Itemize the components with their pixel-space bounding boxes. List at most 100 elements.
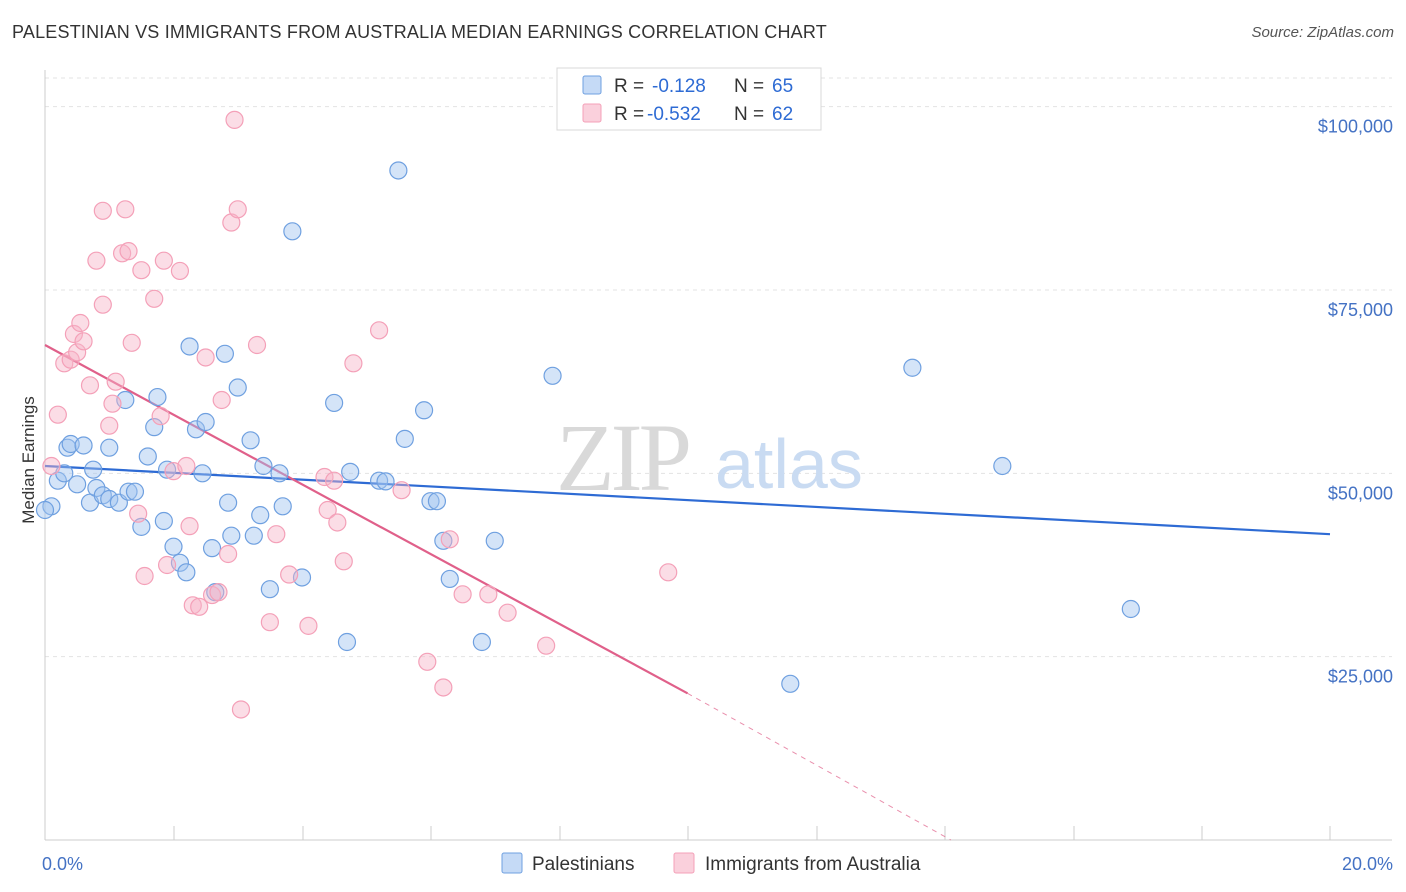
point-australia	[370, 321, 389, 340]
legend-n-label-2: N =	[734, 104, 764, 125]
point-palestinians	[35, 500, 55, 520]
point-australia	[80, 376, 100, 395]
point-palestinians	[180, 337, 199, 356]
bottom-label-palestinians: Palestinians	[532, 854, 634, 875]
correlation-legend: R = -0.128 N = 65 R = -0.532 N = 62	[556, 67, 822, 131]
point-palestinians	[283, 222, 302, 241]
gridlines	[45, 77, 1392, 658]
point-australia	[315, 467, 334, 487]
point-palestinians	[186, 420, 206, 439]
legend-n-value-palestinians: 65	[772, 76, 793, 97]
point-australia	[157, 555, 177, 575]
point-palestinians	[145, 418, 164, 437]
point-australia	[225, 110, 244, 129]
point-australia	[260, 613, 279, 632]
point-palestinians	[164, 537, 183, 556]
legend-r-label: R =	[614, 76, 644, 97]
point-australia	[190, 597, 209, 616]
bottom-swatch-australia	[673, 852, 695, 874]
point-palestinians	[485, 531, 504, 550]
point-palestinians	[157, 460, 177, 479]
point-palestinians	[215, 344, 234, 363]
point-palestinians	[472, 632, 491, 652]
point-australia	[247, 335, 267, 355]
point-palestinians	[228, 378, 247, 397]
point-australia	[119, 242, 138, 261]
point-palestinians	[68, 475, 87, 494]
point-australia	[280, 565, 299, 584]
point-australia	[537, 636, 556, 655]
point-palestinians	[376, 472, 395, 491]
point-australia	[334, 552, 353, 571]
point-australia	[64, 324, 84, 344]
point-palestinians	[202, 539, 222, 558]
point-palestinians	[1121, 599, 1140, 619]
trend-line-palestinians	[44, 464, 1331, 536]
point-australia	[180, 517, 199, 536]
bottom-swatch-palestinians	[501, 852, 523, 874]
point-australia	[170, 261, 190, 281]
legend-swatch-australia	[582, 103, 602, 123]
watermark-zip: ZIP	[556, 404, 689, 511]
point-palestinians	[100, 438, 119, 457]
point-palestinians	[87, 478, 106, 498]
point-palestinians	[84, 460, 103, 479]
point-australia	[228, 200, 247, 219]
point-australia	[344, 354, 363, 373]
point-australia	[418, 652, 437, 671]
y-tick-label: $25,000	[1328, 667, 1393, 687]
point-palestinians	[389, 161, 408, 180]
point-palestinians	[154, 511, 173, 531]
point-palestinians	[219, 493, 238, 512]
point-australia	[122, 333, 141, 352]
point-australia	[42, 456, 61, 476]
point-palestinians	[781, 674, 800, 693]
series-legend: Palestinians Immigrants from Australia	[501, 852, 921, 875]
point-australia	[440, 530, 459, 549]
point-palestinians	[74, 436, 93, 455]
point-australia	[145, 289, 164, 308]
point-australia	[392, 481, 411, 500]
point-australia	[299, 616, 318, 635]
y-tick-label: $50,000	[1328, 483, 1393, 503]
point-palestinians	[148, 387, 167, 407]
point-palestinians	[421, 492, 440, 511]
point-australia	[453, 585, 472, 604]
point-australia	[154, 251, 173, 270]
point-palestinians	[370, 471, 389, 490]
point-palestinians	[903, 358, 922, 377]
point-australia	[106, 372, 125, 391]
x-tick-label: 20.0%	[1342, 854, 1393, 874]
point-palestinians	[337, 632, 357, 652]
point-palestinians	[260, 580, 279, 599]
point-australia	[209, 583, 228, 602]
point-palestinians	[251, 506, 270, 525]
y-tick-label: $100,000	[1318, 117, 1393, 137]
point-australia	[267, 525, 286, 544]
point-australia	[498, 603, 517, 622]
point-australia	[68, 343, 87, 362]
legend-swatch-palestinians	[582, 75, 602, 95]
point-australia	[61, 350, 80, 369]
point-palestinians	[270, 464, 289, 483]
point-australia	[183, 596, 202, 615]
point-australia	[129, 504, 148, 523]
point-australia	[93, 201, 112, 220]
point-palestinians	[119, 482, 138, 501]
point-australia	[196, 348, 215, 367]
point-palestinians	[414, 401, 434, 420]
legend-n-value-australia: 62	[772, 104, 793, 125]
legend-r-value-australia: -0.532	[647, 104, 701, 125]
point-palestinians	[241, 431, 260, 450]
point-australia	[135, 566, 154, 586]
source-label: Source: ZipAtlas.com	[1251, 24, 1394, 41]
point-australia	[71, 313, 90, 333]
point-australia	[74, 332, 93, 351]
y-axis-title: Median Earnings	[19, 396, 38, 524]
point-palestinians	[434, 531, 453, 550]
point-palestinians	[993, 456, 1012, 476]
legend-r-label-2: R =	[614, 104, 644, 125]
point-australia	[100, 416, 119, 435]
point-palestinians	[138, 447, 157, 466]
